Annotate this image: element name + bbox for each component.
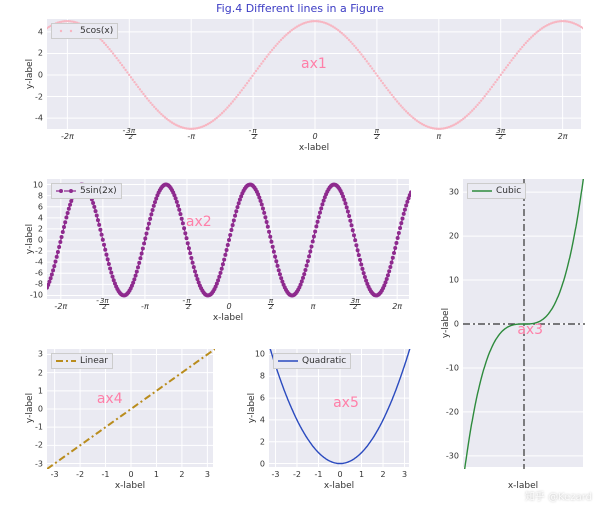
x-axis-label: x-label [115,481,145,491]
x-tick: 3π2 [495,126,506,141]
watermark: 知乎 @Kezard [525,488,592,503]
y-tick: 2 [38,368,43,377]
y-tick: -2 [35,247,43,256]
y-tick: 10 [33,180,43,189]
y-tick: -4 [35,114,43,123]
x-tick: 2π [392,302,402,311]
y-tick: 8 [260,372,265,381]
x-tick: π2 [268,296,274,311]
y-tick: 3 [38,350,43,359]
x-tick: π [311,302,316,311]
legend-label: Cubic [496,186,521,196]
y-tick: 2 [260,437,265,446]
y-tick: -3 [35,459,43,468]
y-tick: 2 [38,49,43,58]
y-tick: 10 [255,350,265,359]
y-tick: -30 [446,451,459,460]
y-tick: 6 [260,394,265,403]
x-tick: -π2 [182,296,191,311]
axes-ax4: Linear ax4 x-label y-label -3-2-10123-3-… [46,348,214,468]
y-tick: -10 [30,291,43,300]
legend-ax2: 5sin(2x) [51,183,122,199]
y-tick: 30 [449,188,459,197]
y-axis-label: y-label [25,59,35,89]
y-tick: 6 [38,202,43,211]
x-tick: -π [141,302,149,311]
y-tick: 10 [449,276,459,285]
axes-ax1: 5cos(x) ax1 x-label y-label -4-2024-2π-3… [46,18,582,130]
x-tick: 3 [402,470,407,479]
x-tick: -2π [54,302,67,311]
y-tick: -20 [446,407,459,416]
x-tick: -2 [76,470,84,479]
x-tick: π [436,132,441,141]
y-tick: -2 [35,92,43,101]
x-tick: -1 [314,470,322,479]
x-tick: 0 [312,132,317,141]
legend-ax3: Cubic [467,183,526,199]
x-tick: π2 [374,126,380,141]
y-tick: -1 [35,423,43,432]
y-tick: -8 [35,280,43,289]
y-tick: 0 [38,405,43,414]
x-tick: 2 [380,470,385,479]
y-tick: -10 [446,363,459,372]
legend-label: 5sin(2x) [80,186,117,196]
x-axis-label: x-label [213,313,243,323]
y-tick: 0 [260,459,265,468]
x-tick: 2π [558,132,568,141]
y-axis-label: y-label [247,393,257,423]
x-tick: -2π [61,132,74,141]
legend-label: Quadratic [302,356,346,366]
y-tick: 20 [449,232,459,241]
x-tick: 2 [179,470,184,479]
legend-label: 5cos(x) [80,26,113,36]
y-tick: 0 [454,320,459,329]
x-tick: 1 [359,470,364,479]
y-tick: 2 [38,224,43,233]
y-tick: 1 [38,386,43,395]
x-axis-label: x-label [324,481,354,491]
y-tick: 0 [38,71,43,80]
legend-ax4: Linear [51,353,113,369]
x-tick: -π [187,132,195,141]
x-tick: -3π2 [96,296,110,311]
axes-ax2: 5sin(2x) ax2 x-label y-label -10-8-6-4-2… [46,178,410,300]
x-tick: -π2 [249,126,258,141]
y-axis-label: y-label [25,393,35,423]
y-tick: -4 [35,258,43,267]
x-tick: -3 [51,470,59,479]
x-tick: 3π2 [350,296,361,311]
figure: Fig.4 Different lines in a Figure 5cos(x… [0,0,600,507]
x-tick: -3π2 [122,126,136,141]
x-tick: -3 [271,470,279,479]
y-tick: 0 [38,236,43,245]
y-axis-label: y-label [441,308,451,338]
x-tick: 1 [154,470,159,479]
x-tick: 0 [226,302,231,311]
legend-ax1: 5cos(x) [51,23,118,39]
x-tick: 0 [128,470,133,479]
legend-ax5: Quadratic [273,353,351,369]
axes-ax5: Quadratic ax5 x-label y-label 0246810-3-… [268,348,410,468]
axes-ax3: Cubic ax3 x-label y-label -30-20-1001020… [462,178,584,468]
x-axis-label: x-label [299,143,329,153]
y-tick: -6 [35,269,43,278]
y-tick: 8 [38,191,43,200]
x-tick: 0 [337,470,342,479]
x-tick: -1 [102,470,110,479]
x-tick: -2 [293,470,301,479]
y-tick: 4 [38,213,43,222]
y-tick: 4 [260,415,265,424]
y-tick: -2 [35,441,43,450]
y-tick: 4 [38,27,43,36]
figure-suptitle: Fig.4 Different lines in a Figure [0,2,600,15]
x-tick: 3 [205,470,210,479]
legend-label: Linear [80,356,108,366]
y-axis-label: y-label [25,224,35,254]
